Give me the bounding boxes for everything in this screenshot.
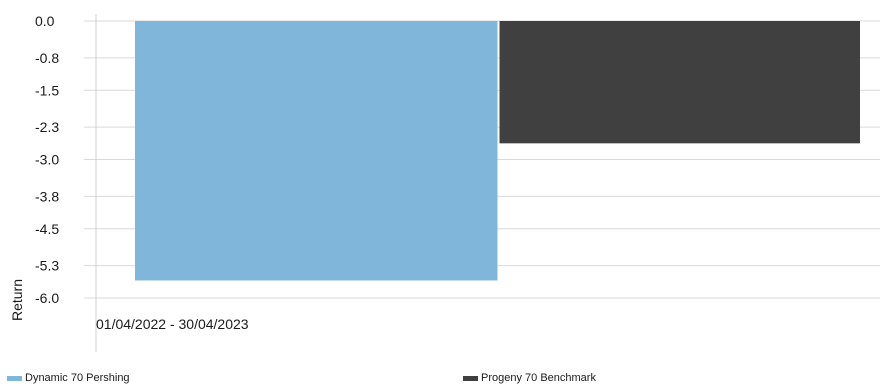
- legend-swatch: [7, 375, 22, 381]
- legend-label: Dynamic 70 Pershing: [25, 372, 130, 384]
- y-tick-label: -3.8: [35, 188, 59, 204]
- y-tick-label: -5.3: [35, 258, 59, 274]
- y-tick-label: -6.0: [35, 290, 59, 306]
- bar-progeny-70-benchmark: [499, 21, 860, 144]
- legend-item-progeny-70-benchmark: Progeny 70 Benchmark: [463, 372, 596, 384]
- x-category-label: 01/04/2022 - 30/04/2023: [96, 316, 249, 332]
- legend-swatch: [463, 375, 478, 381]
- legend: Dynamic 70 Pershing Progeny 70 Benchmark: [0, 372, 896, 387]
- legend-label: Progeny 70 Benchmark: [481, 372, 596, 384]
- legend-item-dynamic-70-pershing: Dynamic 70 Pershing: [7, 372, 130, 384]
- y-tick-label: -4.5: [35, 221, 59, 237]
- y-tick-labels: 0.0 -0.8 -1.5 -2.3 -3.0 -3.8 -4.5 -5.3 -6.0: [35, 13, 59, 306]
- bar-dynamic-70-pershing: [135, 21, 498, 281]
- bars: [135, 21, 860, 281]
- y-axis-title: Return: [9, 279, 25, 321]
- y-tick-label: -2.3: [35, 119, 59, 135]
- y-tick-label: -0.8: [35, 50, 59, 66]
- y-tick-label: 0.0: [35, 13, 55, 29]
- y-tick-label: -1.5: [35, 82, 59, 98]
- y-tick-label: -3.0: [35, 152, 59, 168]
